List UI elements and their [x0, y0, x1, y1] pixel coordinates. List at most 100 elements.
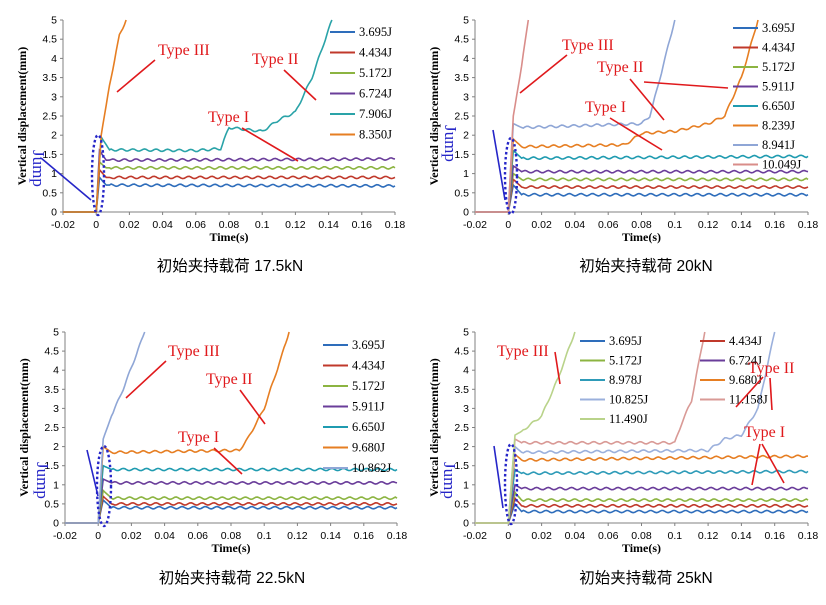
annotation-pointer — [735, 376, 764, 408]
series-line — [475, 483, 809, 524]
x-tick-label: 0.16 — [764, 219, 785, 231]
series-line — [65, 488, 398, 524]
y-tick-label: 2.5 — [42, 111, 57, 123]
jump-label: Jump — [29, 150, 48, 187]
y-tick-label: 4 — [51, 53, 57, 65]
y-tick-label: 1.5 — [44, 460, 59, 472]
y-tick-label: 5 — [51, 15, 57, 27]
type-annotation: Type I — [585, 99, 626, 116]
series-line — [63, 175, 396, 213]
annotation-pointer — [213, 447, 243, 475]
series-line — [65, 331, 146, 524]
annotation-pointer — [283, 69, 317, 101]
legend-label: 4.434J — [352, 359, 385, 373]
x-tick-label: -0.02 — [463, 530, 487, 542]
y-tick-label: 1.5 — [42, 149, 57, 161]
x-tick-label: 0.08 — [221, 530, 242, 542]
chart-panel-1: 00.511.522.533.544.55-0.02 0 0.02 0.04 0.06 0… — [15, 15, 405, 276]
y-tick-label: 0.5 — [454, 498, 469, 510]
series-line — [475, 331, 576, 524]
panel-caption: 初始夹持载荷 22.5kN — [159, 569, 305, 587]
series-line — [475, 502, 809, 524]
legend-label: 8.978J — [609, 373, 642, 387]
panel-caption: 初始夹持载荷 20kN — [579, 257, 713, 275]
type-annotation: Type III — [497, 343, 549, 360]
x-tick-label: 0.14 — [731, 530, 752, 542]
annotation-pointer — [241, 127, 299, 162]
legend-label: 9.680J — [729, 373, 762, 387]
type-annotation: Type II — [252, 51, 298, 68]
series-line — [475, 19, 759, 213]
legend-label: 5.172J — [352, 379, 385, 393]
legend-label: 5.911J — [762, 80, 795, 94]
x-tick-label: 0.1 — [667, 530, 682, 542]
x-tick-label: 0 — [505, 219, 511, 231]
type-annotation: Type II — [748, 360, 794, 377]
series-line — [65, 498, 398, 524]
y-tick-label: 1 — [53, 479, 59, 491]
x-tick-label: 0.08 — [631, 219, 652, 231]
x-tick-label: 0.08 — [631, 530, 652, 542]
legend-label: 6.650J — [352, 420, 385, 434]
type-annotation: Type II — [597, 59, 643, 76]
jump-ellipse — [503, 442, 519, 526]
y-tick-label: 3 — [463, 403, 469, 415]
series-line — [65, 464, 398, 524]
series-line — [475, 19, 530, 213]
y-tick-label: 2 — [463, 130, 469, 142]
y-tick-label: 2.5 — [454, 422, 469, 434]
annotation-pointer — [629, 78, 665, 121]
legend-label: 8.239J — [762, 119, 795, 133]
series-line — [475, 172, 809, 213]
series-line — [63, 19, 127, 213]
annotation-pointer — [116, 59, 156, 93]
chart-panel-3: 00.511.522.533.544.55-0.02 0 0.02 0.04 0.06 0… — [17, 327, 407, 588]
legend-label: 3.695J — [762, 21, 795, 35]
y-axis-label: Vertical displacement(mm) — [17, 358, 31, 497]
legend-label: 5.172J — [359, 66, 392, 80]
x-tick-label: 0.18 — [798, 219, 819, 231]
x-tick-label: 0.08 — [219, 219, 240, 231]
x-axis-label: Time(s) — [622, 230, 661, 244]
y-tick-label: 1 — [463, 168, 469, 180]
annotation-pointer — [125, 360, 167, 399]
y-axis-label: Vertical displacement(mm) — [427, 358, 441, 497]
y-tick-label: 1.5 — [454, 460, 469, 472]
x-tick-label: 0.1 — [255, 219, 270, 231]
jump-ellipse — [90, 133, 106, 217]
x-tick-label: 0.16 — [354, 530, 375, 542]
jump-ellipse — [503, 136, 519, 216]
legend-label: 5.911J — [352, 400, 385, 414]
x-tick-label: 0.14 — [731, 219, 752, 231]
series-line — [475, 468, 809, 524]
series-line — [65, 331, 290, 524]
y-tick-label: 0 — [463, 518, 469, 530]
series-line — [475, 148, 809, 213]
legend-label: 8.350J — [359, 128, 392, 142]
type-annotation: Type III — [168, 343, 220, 360]
series-line — [63, 19, 333, 213]
x-tick-label: 0 — [505, 530, 511, 542]
annotation-pointer — [761, 443, 785, 484]
x-tick-label: 0.02 — [121, 530, 142, 542]
legend-label: 9.680J — [352, 441, 385, 455]
y-axis-label: Vertical displacement(mm) — [15, 47, 29, 186]
y-axis-label: Vertical displacement(mm) — [427, 47, 441, 186]
legend-label: 3.695J — [359, 25, 392, 39]
y-tick-label: 0.5 — [42, 187, 57, 199]
y-tick-label: 4 — [463, 53, 469, 65]
series-line — [475, 164, 809, 213]
legend-label: 11.158J — [729, 393, 768, 407]
x-tick-label: 0.12 — [285, 219, 306, 231]
legend-label: 6.650J — [762, 99, 795, 113]
jump-label: Jump — [440, 462, 459, 499]
legend-label: 5.172J — [762, 60, 795, 74]
x-tick-label: 0 — [93, 219, 99, 231]
series-line — [65, 494, 398, 524]
x-axis-label: Time(s) — [622, 541, 661, 555]
x-tick-label: 0.14 — [318, 219, 339, 231]
y-tick-label: 2 — [51, 130, 57, 142]
legend-label: 3.695J — [609, 334, 642, 348]
x-tick-label: 0.02 — [531, 530, 552, 542]
legend-label: 11.490J — [609, 412, 648, 426]
